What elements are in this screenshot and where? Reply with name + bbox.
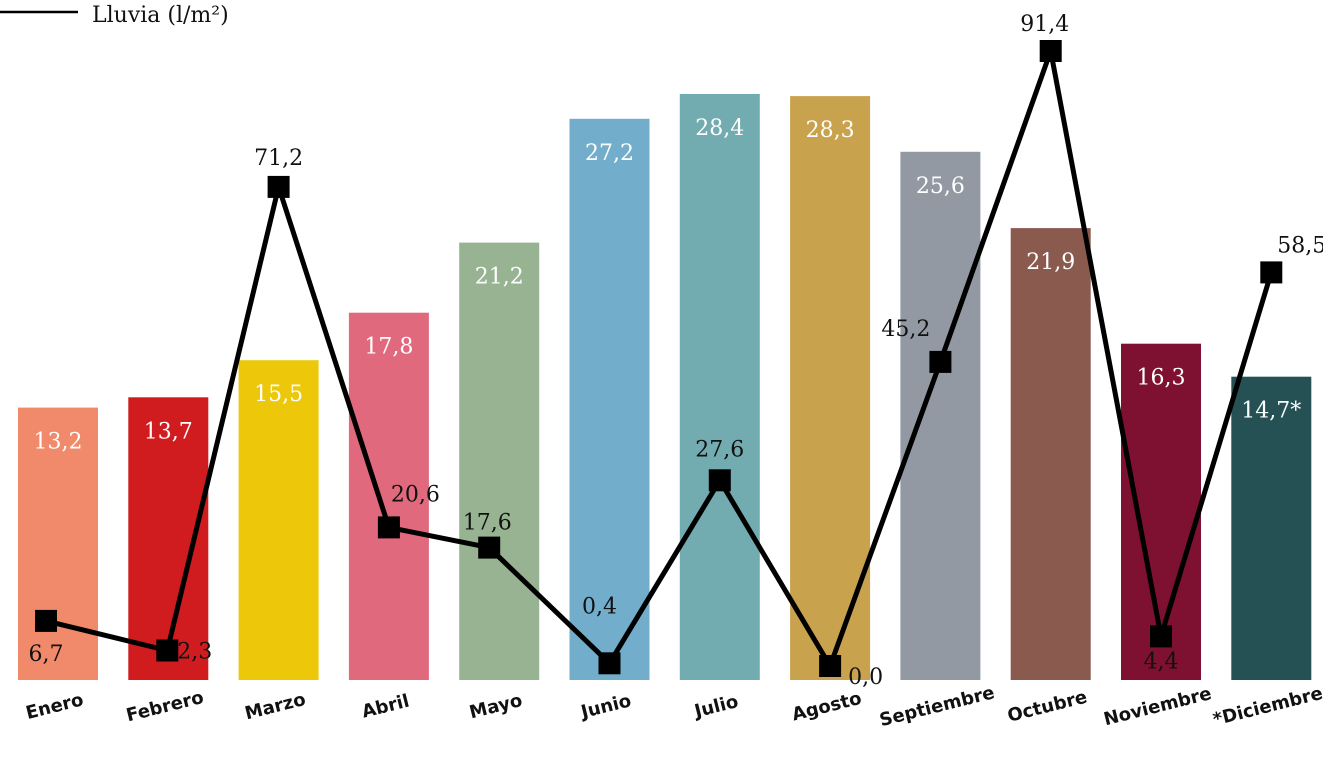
category-label: Abril bbox=[360, 691, 412, 723]
legend-label: Lluvia (l/m²) bbox=[92, 3, 229, 28]
category-axis: Enero Febrero Marzo Abril Mayo Junio Julio Agos… bbox=[24, 682, 1323, 731]
rain-value-label: 58,5* bbox=[1277, 233, 1323, 258]
rain-line bbox=[45, 48, 1274, 669]
rain-point bbox=[35, 609, 57, 632]
category-label: *Diciembre bbox=[1211, 683, 1323, 731]
rain-point bbox=[156, 639, 179, 662]
bar bbox=[348, 312, 429, 680]
rain-point bbox=[598, 652, 621, 675]
bar-value-label: 13,7 bbox=[144, 419, 193, 444]
bar bbox=[1231, 376, 1312, 680]
bars-layer: 13,2 13,7 15,5 17,8 21,2 27,2 28,4 28,3 25,6 21,9… bbox=[18, 94, 1312, 681]
category-label: Noviembre bbox=[1102, 683, 1214, 730]
bar-value-label: 27,2 bbox=[585, 141, 634, 166]
category-label: Junio bbox=[577, 690, 633, 723]
rain-point bbox=[1150, 625, 1172, 648]
bar-value-label: 13,2 bbox=[34, 430, 83, 455]
rain-point bbox=[708, 469, 731, 492]
category-label: Septiembre bbox=[877, 682, 996, 731]
bar-value-label: 21,9 bbox=[1026, 250, 1075, 275]
category-label: Febrero bbox=[124, 687, 206, 726]
bar-value-label: 28,3 bbox=[806, 118, 855, 143]
category-label: Mayo bbox=[467, 690, 524, 723]
rain-value-label: 20,6 bbox=[391, 482, 440, 507]
legend: Lluvia (l/m²) bbox=[0, 3, 229, 28]
rain-point bbox=[1039, 40, 1062, 62]
category-label: Agosto bbox=[790, 688, 864, 726]
bar bbox=[1010, 228, 1091, 680]
category-label: Julio bbox=[691, 691, 741, 723]
rain-value-label: 91,4 bbox=[1020, 12, 1069, 37]
bar bbox=[18, 407, 98, 680]
bar-value-label: 21,2 bbox=[475, 265, 524, 290]
rain-point bbox=[377, 516, 400, 539]
rain-value-label: 17,6 bbox=[463, 511, 512, 536]
rain-value-label: 45,2 bbox=[881, 317, 930, 342]
rain-value-label: 71,2 bbox=[254, 146, 303, 171]
rain-value-label: 4,4 bbox=[1144, 649, 1179, 674]
bar-value-label: 15,5 bbox=[254, 382, 303, 407]
rain-point bbox=[267, 175, 290, 198]
bar bbox=[459, 242, 540, 680]
rain-value-label: 0,4 bbox=[582, 594, 617, 619]
bar-value-label: 17,8 bbox=[364, 335, 413, 360]
line-layer: 6,7 2,3 71,2 20,6 17,6 0,4 27,6 0,0 45,2 91,4 4,4 5… bbox=[29, 12, 1323, 690]
rain-value-label: 27,6 bbox=[695, 437, 744, 462]
bar bbox=[790, 96, 871, 681]
rain-point bbox=[819, 655, 842, 677]
rain-point bbox=[929, 350, 952, 373]
bar-value-label: 28,4 bbox=[695, 116, 744, 141]
bar bbox=[679, 94, 760, 680]
category-label: Enero bbox=[24, 689, 86, 724]
category-label: Octubre bbox=[1005, 687, 1089, 727]
category-label: Marzo bbox=[243, 689, 308, 724]
bar-value-label: 16,3 bbox=[1137, 366, 1186, 391]
rain-value-label: 6,7 bbox=[29, 642, 64, 667]
rain-point bbox=[478, 536, 501, 559]
rain-point bbox=[1260, 261, 1283, 284]
bar bbox=[900, 151, 981, 681]
bar-value-label: 25,6 bbox=[916, 174, 965, 199]
bar-value-label: 14,7* bbox=[1241, 399, 1301, 424]
rain-value-label: 0,0 bbox=[848, 665, 883, 690]
rain-value-label: 2,3 bbox=[177, 640, 212, 665]
bar bbox=[569, 118, 650, 681]
bar bbox=[238, 360, 319, 680]
